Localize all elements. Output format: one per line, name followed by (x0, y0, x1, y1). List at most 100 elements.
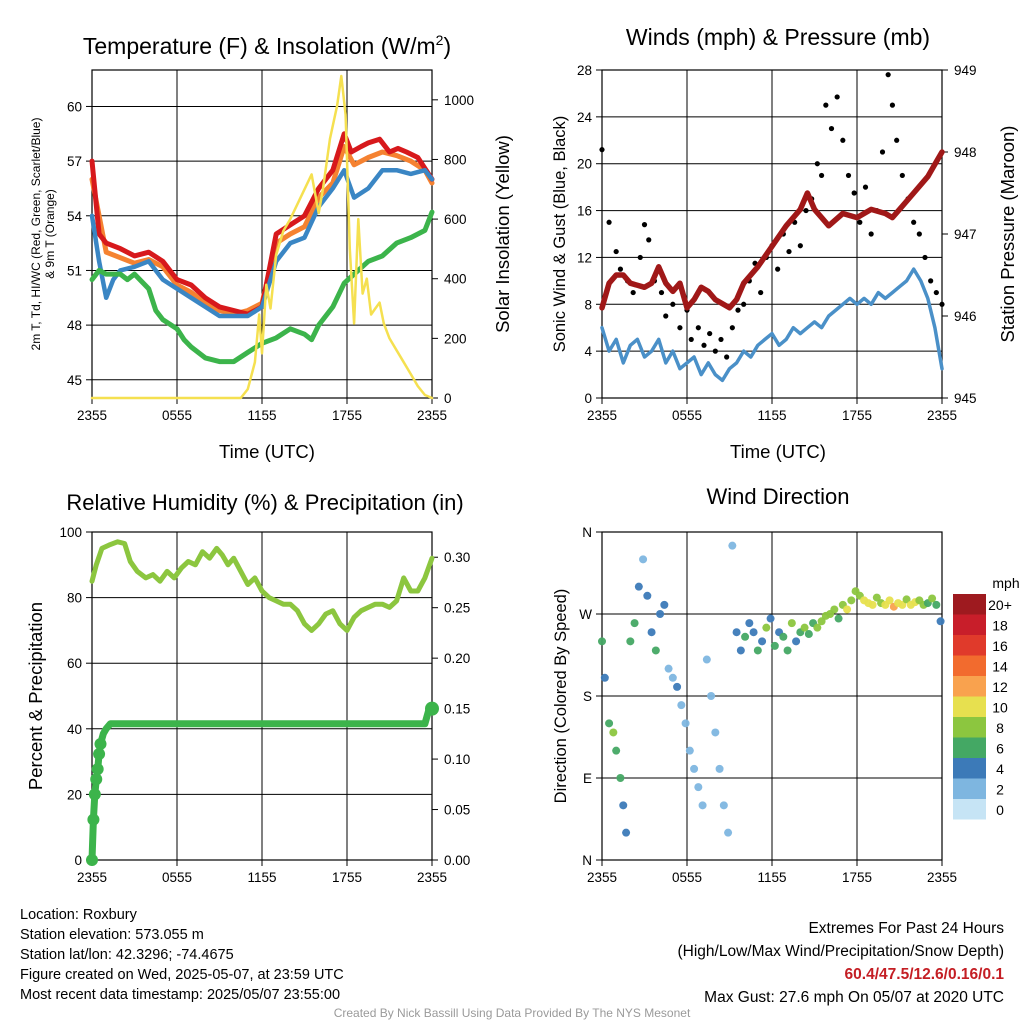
legend-swatch-1 (953, 614, 986, 635)
direction-point-57 (834, 614, 843, 623)
direction-point-80 (932, 600, 941, 609)
gust-point-44 (851, 190, 857, 196)
y2-tick-label-1-2: 947 (954, 227, 977, 242)
precip-point-2 (88, 788, 101, 801)
direction-point-31 (724, 828, 733, 837)
direction-point-16 (660, 600, 669, 609)
y-tick-label-0-2: 51 (67, 263, 82, 278)
gust-point-3 (617, 266, 624, 272)
series-line-pressure (599, 149, 945, 311)
gust-point-15 (688, 336, 694, 343)
y-axis-label-temp-1: 2m T, Td, HI/WC (Red, Green, Scarlet/Blu… (29, 118, 43, 351)
legend-swatch-10 (953, 799, 986, 820)
direction-point-35 (741, 632, 750, 641)
legend-swatch-6 (953, 717, 986, 738)
direction-point-18 (668, 673, 677, 682)
direction-point-56 (830, 605, 839, 614)
direction-point-6 (619, 801, 628, 810)
direction-point-25 (698, 801, 707, 810)
direction-point-11 (639, 555, 648, 564)
gust-point-2 (613, 248, 619, 255)
gust-point-35 (803, 207, 809, 214)
direction-point-0 (598, 637, 606, 646)
direction-point-50 (804, 630, 813, 639)
gust-point-50 (885, 72, 891, 78)
precip-point-3 (90, 773, 103, 786)
x-tick-label-0-3: 1755 (332, 408, 362, 423)
gust-point-34 (797, 243, 803, 249)
direction-point-60 (847, 596, 856, 605)
y-tick-label-3-0: N (582, 853, 592, 868)
direction-point-15 (656, 610, 665, 618)
y2-tick-label-2-1: 0.05 (444, 803, 470, 818)
y2-tick-label-1-4: 949 (954, 63, 977, 78)
x-tick-label-1-1: 0555 (672, 408, 702, 423)
direction-point-7 (622, 828, 631, 837)
y2-tick-label-1-3: 948 (954, 145, 977, 160)
y-tick-label-2-3: 60 (67, 656, 82, 671)
direction-point-20 (677, 701, 686, 710)
y-tick-label-1-6: 24 (577, 110, 593, 125)
y-axis-label-winds: Sonic Wind & Gust (Blue, Black) (551, 116, 569, 353)
direction-point-41 (766, 614, 775, 623)
y-tick-label-1-5: 20 (577, 157, 592, 172)
precip-point-1 (87, 813, 100, 826)
gust-point-59 (933, 289, 939, 296)
legend-swatch-3 (953, 655, 986, 676)
x-tick-label-1-0: 2355 (587, 408, 617, 423)
gust-point-11 (663, 313, 669, 319)
y2-axis-label-solar: Solar Insolation (Yellow) (492, 135, 513, 333)
direction-point-12 (643, 591, 652, 600)
y-tick-label-2-1: 20 (67, 787, 82, 802)
recent-timestamp: Most recent data timestamp: 2025/05/07 2… (20, 987, 341, 1003)
gust-point-57 (922, 254, 928, 261)
direction-point-27 (707, 692, 716, 700)
direction-point-5 (616, 774, 625, 782)
y2-tick-label-0-3: 600 (444, 212, 467, 227)
gust-point-8 (646, 237, 652, 243)
y-tick-label-1-7: 28 (577, 63, 592, 78)
y-tick-label-2-5: 100 (59, 525, 82, 540)
direction-point-59 (843, 605, 852, 614)
legend-swatch-4 (953, 676, 986, 697)
direction-point-23 (690, 764, 699, 773)
direction-point-37 (749, 628, 758, 637)
legend-label-3: 14 (992, 659, 1008, 675)
chart-title-temperature: Temperature (F) & Insolation (W/m2) (83, 32, 451, 59)
gust-point-6 (637, 254, 643, 261)
series-line-temp-2mt (89, 131, 435, 317)
series-line-rh (89, 539, 435, 633)
series-line-sonic-wind (600, 267, 944, 383)
direction-point-46 (787, 619, 796, 628)
y2-tick-label-2-0: 0.00 (444, 853, 470, 868)
gust-point-18 (707, 330, 713, 337)
gust-point-51 (889, 102, 896, 108)
y2-axis-label-pressure: Station Pressure (Maroon) (997, 126, 1018, 343)
chart-title-winds: Winds (mph) & Pressure (mb) (626, 24, 930, 50)
figure-created: Figure created on Wed, 2025-05-07, at 23… (20, 967, 344, 983)
chart-title-direction: Wind Direction (706, 484, 849, 509)
direction-point-17 (664, 664, 673, 673)
y-tick-label-2-4: 80 (67, 591, 82, 606)
legend-swatch-9 (953, 778, 986, 799)
gust-point-43 (845, 172, 852, 179)
direction-point-47 (792, 637, 801, 646)
y2-tick-label-0-5: 1000 (444, 93, 474, 108)
x-axis-label-temp: Time (UTC) (219, 441, 315, 462)
x-tick-label-0-1: 0555 (162, 408, 192, 423)
plot-frame-1 (601, 69, 943, 399)
gust-point-49 (879, 149, 886, 155)
y2-tick-label-0-4: 800 (444, 152, 467, 167)
y-axis-label-temp-2: & 9m T (Orange) (43, 189, 57, 279)
direction-point-79 (928, 594, 937, 603)
direction-point-3 (609, 728, 618, 737)
direction-point-9 (630, 619, 639, 628)
gust-point-16 (695, 325, 701, 331)
extremes-subheading: (High/Low/Max Wind/Precipitation/Snow De… (677, 943, 1005, 960)
gust-point-22 (729, 325, 735, 331)
gust-point-42 (840, 137, 846, 143)
x-tick-label-1-3: 1755 (842, 408, 872, 423)
direction-point-72 (898, 600, 907, 609)
gust-point-37 (814, 161, 820, 167)
station-location: Location: Roxbury (20, 907, 137, 923)
